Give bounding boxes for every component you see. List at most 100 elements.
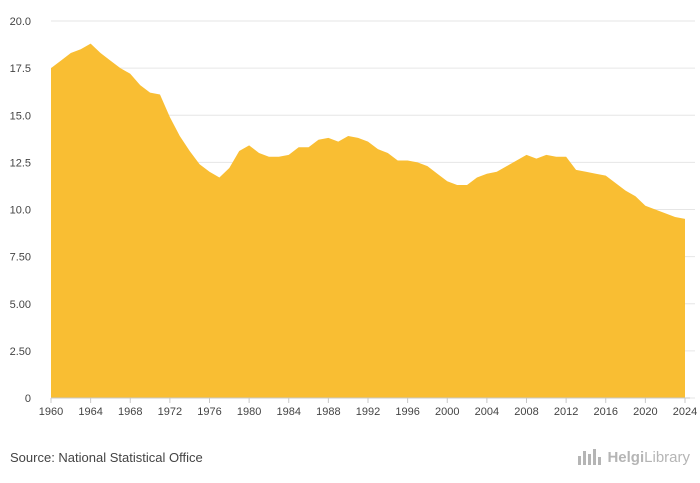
- data-point[interactable]: [127, 71, 133, 77]
- x-tick-label: 1972: [158, 406, 182, 418]
- data-point[interactable]: [484, 171, 490, 177]
- data-point[interactable]: [444, 178, 450, 184]
- data-point[interactable]: [78, 46, 84, 52]
- x-tick-label: 2000: [435, 406, 459, 418]
- data-point[interactable]: [167, 114, 173, 120]
- source-note: Source: National Statistical Office: [10, 450, 203, 465]
- data-point[interactable]: [553, 154, 559, 160]
- x-tick-label: 2016: [594, 406, 618, 418]
- y-tick-label: 0: [25, 393, 31, 405]
- data-point[interactable]: [187, 148, 193, 154]
- data-point[interactable]: [395, 157, 401, 163]
- data-point[interactable]: [454, 182, 460, 188]
- data-point[interactable]: [375, 146, 381, 152]
- data-point[interactable]: [415, 159, 421, 165]
- x-tick-label: 1996: [395, 406, 419, 418]
- data-point[interactable]: [137, 82, 143, 88]
- y-axis-ticks: 0 2.50 5.00 7.50 10.0 12.5 15.0 17.5 20.0: [10, 16, 31, 405]
- data-point[interactable]: [424, 163, 430, 169]
- data-point[interactable]: [464, 182, 470, 188]
- data-point[interactable]: [88, 41, 94, 47]
- y-tick-label: 7.50: [10, 252, 31, 264]
- data-point[interactable]: [355, 135, 361, 141]
- x-axis-ticks: 1960 1964 1968 1972 1976 1980 1984 1988 1992 1996…: [39, 398, 697, 418]
- data-point[interactable]: [623, 188, 629, 194]
- data-point[interactable]: [216, 174, 222, 180]
- data-point[interactable]: [48, 65, 54, 71]
- data-point[interactable]: [524, 152, 530, 158]
- y-tick-label: 15.0: [10, 110, 31, 122]
- x-tick-label: 2004: [475, 406, 499, 418]
- data-point[interactable]: [256, 150, 262, 156]
- data-point[interactable]: [98, 50, 104, 56]
- y-tick-label: 12.5: [10, 157, 31, 169]
- data-point[interactable]: [117, 65, 123, 71]
- data-point[interactable]: [682, 216, 688, 222]
- data-point[interactable]: [296, 144, 302, 150]
- data-point[interactable]: [405, 157, 411, 163]
- data-point[interactable]: [494, 169, 500, 175]
- data-point[interactable]: [474, 174, 480, 180]
- x-tick-label: 2012: [554, 406, 578, 418]
- data-point[interactable]: [603, 173, 609, 179]
- data-point[interactable]: [246, 142, 252, 148]
- data-point[interactable]: [276, 154, 282, 160]
- data-point[interactable]: [652, 207, 658, 213]
- y-tick-label: 10.0: [10, 205, 31, 217]
- helgi-library-logo[interactable]: HelgiLibrary: [577, 448, 690, 466]
- data-point[interactable]: [197, 161, 203, 167]
- data-point[interactable]: [434, 171, 440, 177]
- data-point[interactable]: [325, 135, 331, 141]
- data-area-series: [51, 43, 685, 399]
- data-point[interactable]: [147, 90, 153, 96]
- x-tick-label: 2020: [633, 406, 657, 418]
- data-point[interactable]: [632, 193, 638, 199]
- data-point[interactable]: [514, 157, 520, 163]
- x-tick-label: 1984: [277, 406, 301, 418]
- logo-text: HelgiLibrary: [607, 449, 690, 466]
- data-point[interactable]: [662, 210, 668, 216]
- data-point[interactable]: [385, 150, 391, 156]
- data-point[interactable]: [58, 58, 64, 64]
- data-point[interactable]: [613, 180, 619, 186]
- data-point[interactable]: [315, 137, 321, 143]
- data-point[interactable]: [642, 203, 648, 209]
- y-tick-label: 5.00: [10, 299, 31, 311]
- x-tick-label: 1992: [356, 406, 380, 418]
- data-point[interactable]: [236, 148, 242, 154]
- data-point[interactable]: [543, 152, 549, 158]
- data-point[interactable]: [286, 152, 292, 158]
- logo-text-library: Library: [644, 448, 690, 466]
- y-tick-label: 2.50: [10, 346, 31, 358]
- data-point[interactable]: [504, 163, 510, 169]
- data-point[interactable]: [365, 139, 371, 145]
- data-point[interactable]: [533, 156, 539, 162]
- logo-text-helgi: Helgi: [607, 448, 645, 466]
- x-tick-label: 1964: [78, 406, 102, 418]
- x-tick-label: 1988: [316, 406, 340, 418]
- data-point[interactable]: [672, 214, 678, 220]
- data-point[interactable]: [207, 169, 213, 175]
- data-point[interactable]: [593, 171, 599, 177]
- data-point[interactable]: [226, 165, 232, 171]
- data-point[interactable]: [345, 133, 351, 139]
- x-tick-label: 1976: [197, 406, 221, 418]
- x-tick-label: 1968: [118, 406, 142, 418]
- data-point[interactable]: [68, 50, 74, 56]
- y-tick-label: 17.5: [10, 63, 31, 75]
- data-point[interactable]: [573, 167, 579, 173]
- data-point[interactable]: [266, 154, 272, 160]
- x-tick-label: 2024: [673, 406, 697, 418]
- data-point[interactable]: [563, 154, 569, 160]
- data-point[interactable]: [177, 133, 183, 139]
- x-tick-label: 1960: [39, 406, 63, 418]
- data-point[interactable]: [335, 139, 341, 145]
- data-point[interactable]: [306, 144, 312, 150]
- x-tick-label: 1980: [237, 406, 261, 418]
- data-point[interactable]: [107, 58, 113, 64]
- y-tick-label: 20.0: [10, 16, 31, 28]
- helgi-library-logo-icon: [578, 449, 602, 465]
- data-point[interactable]: [157, 92, 163, 98]
- data-point[interactable]: [583, 169, 589, 175]
